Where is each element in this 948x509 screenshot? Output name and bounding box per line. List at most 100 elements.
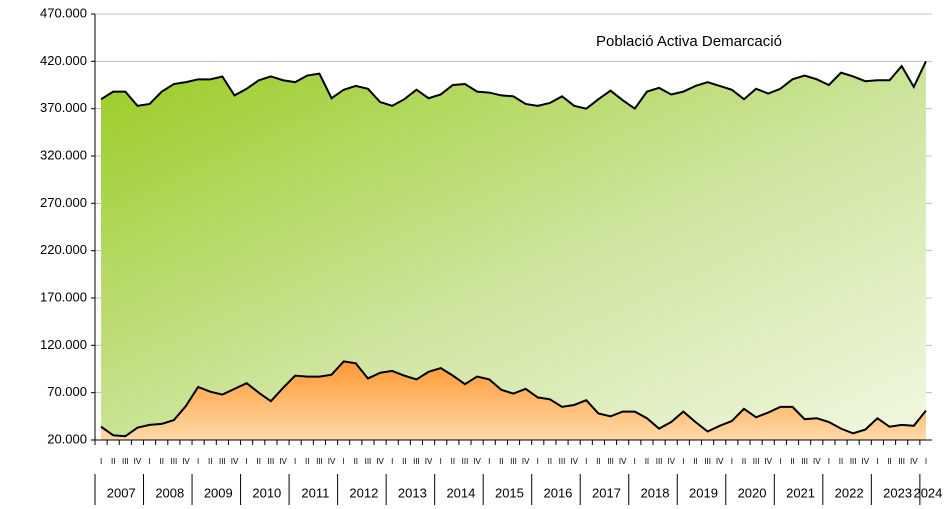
x-tick-label: IV (813, 457, 821, 466)
x-tick-label: I (828, 457, 830, 466)
x-tick-label: III (413, 457, 420, 466)
x-tick-label: IV (328, 457, 336, 466)
x-tick-label: IV (425, 457, 433, 466)
x-tick-label: III (753, 457, 760, 466)
x-tick-label: II (887, 457, 891, 466)
year-label: 2011 (301, 485, 329, 500)
legend-label: Població Activa Demarcació (596, 33, 782, 50)
x-tick-label: II (839, 457, 843, 466)
x-tick-label: III (268, 457, 275, 466)
x-tick-label: IV (619, 457, 627, 466)
x-tick-label: IV (862, 457, 870, 466)
x-tick-label: II (451, 457, 455, 466)
x-tick-label: III (219, 457, 226, 466)
x-tick-label: III (801, 457, 808, 466)
y-tick-label: 120.000 (40, 337, 87, 352)
x-tick-label: I (537, 457, 539, 466)
year-label: 2020 (738, 485, 767, 500)
x-tick-label: IV (231, 457, 239, 466)
x-tick-label: I (100, 457, 102, 466)
x-tick-label: I (488, 457, 490, 466)
year-label: 2018 (641, 485, 670, 500)
area (101, 61, 926, 440)
x-tick-label: I (682, 457, 684, 466)
x-tick-label: I (731, 457, 733, 466)
x-tick-label: II (402, 457, 406, 466)
x-tick-label: I (246, 457, 248, 466)
x-tick-label: III (898, 457, 905, 466)
x-tick-label: II (693, 457, 697, 466)
y-tick-label: 20.000 (47, 431, 87, 446)
year-label: 2017 (592, 485, 621, 500)
x-tick-label: IV (716, 457, 724, 466)
x-tick-label: II (499, 457, 503, 466)
x-tick-label: I (440, 457, 442, 466)
x-tick-label: IV (764, 457, 772, 466)
x-tick-label: I (925, 457, 927, 466)
year-label: 2023 (883, 485, 912, 500)
year-label: 2021 (786, 485, 815, 500)
year-label: 2013 (398, 485, 427, 500)
x-tick-label: III (850, 457, 857, 466)
y-tick-label: 170.000 (40, 289, 87, 304)
x-tick-label: II (111, 457, 115, 466)
x-tick-label: IV (376, 457, 384, 466)
year-label: 2019 (689, 485, 718, 500)
x-tick-label: II (596, 457, 600, 466)
x-tick-label: III (365, 457, 372, 466)
y-tick-label: 370.000 (40, 100, 87, 115)
x-tick-label: IV (522, 457, 530, 466)
x-tick-label: III (656, 457, 663, 466)
y-tick-label: 270.000 (40, 195, 87, 210)
year-label: 2024 (913, 485, 942, 500)
x-tick-label: I (585, 457, 587, 466)
x-tick-label: I (343, 457, 345, 466)
x-tick-label: II (548, 457, 552, 466)
year-label: 2022 (835, 485, 864, 500)
year-label: 2007 (107, 485, 136, 500)
x-tick-label: II (159, 457, 163, 466)
year-label: 2015 (495, 485, 524, 500)
x-tick-label: I (779, 457, 781, 466)
x-tick-label: III (316, 457, 323, 466)
x-tick-label: I (634, 457, 636, 466)
x-tick-label: III (462, 457, 469, 466)
x-tick-label: III (171, 457, 178, 466)
x-tick-label: III (704, 457, 711, 466)
line (100, 60, 927, 111)
y-tick-label: 470.000 (40, 5, 87, 20)
y-tick-label: 220.000 (40, 242, 87, 257)
x-tick-label: I (294, 457, 296, 466)
line (100, 360, 927, 438)
y-tick-label: 420.000 (40, 53, 87, 68)
x-tick-label: IV (473, 457, 481, 466)
area (101, 361, 926, 440)
x-tick-label: II (208, 457, 212, 466)
year-label: 2009 (204, 485, 233, 500)
x-tick-label: IV (910, 457, 918, 466)
year-label: 2012 (349, 485, 378, 500)
year-label: 2010 (252, 485, 281, 500)
year-label: 2014 (446, 485, 475, 500)
x-tick-label: II (257, 457, 261, 466)
x-tick-label: IV (570, 457, 578, 466)
x-tick-label: IV (279, 457, 287, 466)
x-tick-label: II (790, 457, 794, 466)
x-tick-label: II (645, 457, 649, 466)
x-tick-label: IV (667, 457, 675, 466)
x-tick-label: II (354, 457, 358, 466)
x-tick-label: II (305, 457, 309, 466)
year-label: 2016 (543, 485, 572, 500)
y-tick-label: 320.000 (40, 147, 87, 162)
year-label: 2008 (155, 485, 184, 500)
x-tick-label: III (510, 457, 517, 466)
y-tick-label: 70.000 (47, 384, 87, 399)
x-tick-label: IV (182, 457, 190, 466)
x-tick-label: III (607, 457, 614, 466)
x-tick-label: II (742, 457, 746, 466)
x-tick-label: III (559, 457, 566, 466)
x-tick-label: I (391, 457, 393, 466)
x-tick-label: I (876, 457, 878, 466)
x-tick-label: I (197, 457, 199, 466)
